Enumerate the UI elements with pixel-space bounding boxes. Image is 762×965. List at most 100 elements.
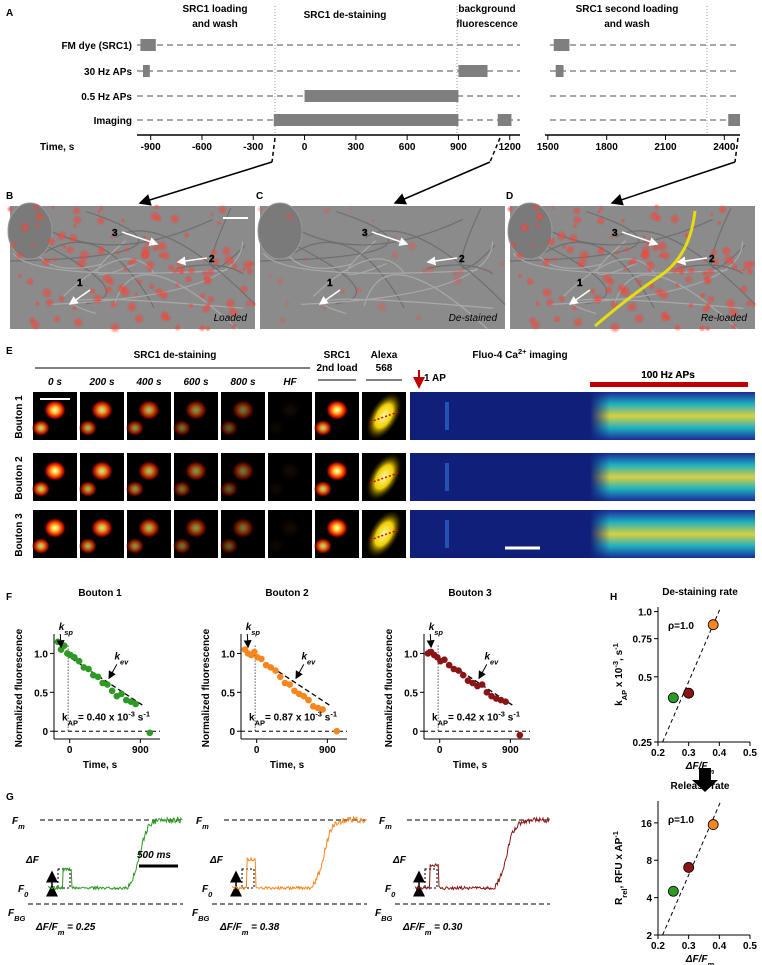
bouton-signal	[6, 205, 14, 213]
bouton-signal	[44, 400, 66, 420]
bouton-signal	[167, 263, 175, 272]
bouton-signal	[622, 266, 629, 272]
linescan-1ap	[445, 402, 449, 430]
bouton-signal	[370, 218, 376, 224]
bouton-signal	[541, 286, 553, 299]
level-label: FBG	[8, 908, 26, 923]
bouton-signal	[160, 310, 169, 319]
bouton-signal	[133, 291, 139, 297]
data-point	[75, 657, 83, 665]
pointer	[56, 633, 65, 649]
neurite	[322, 298, 494, 315]
panel-label: E	[6, 346, 13, 357]
data-point	[707, 619, 719, 631]
bouton-signal	[660, 250, 671, 261]
delta-label: ΔF	[209, 855, 224, 866]
bouton-signal	[71, 305, 78, 311]
bouton-signal	[184, 274, 194, 284]
panel-label: F	[6, 592, 12, 603]
rate-label: ksp	[59, 622, 74, 637]
data-point	[104, 681, 111, 688]
bouton-signal	[79, 420, 97, 436]
bouton-signal	[30, 242, 36, 248]
phase-label: and wash	[192, 19, 238, 30]
bouton-signal	[231, 263, 239, 271]
x-tick-label: 2400	[713, 142, 736, 153]
data-point	[707, 819, 719, 830]
bouton-signal	[739, 284, 749, 294]
ratio-label: ΔF/Fm = 0.38	[219, 922, 280, 937]
x-axis-label: Time, s	[270, 760, 305, 771]
bouton-signal	[515, 251, 524, 260]
y-tick-label: 0.25	[633, 738, 653, 749]
bouton-signal	[567, 232, 579, 244]
text-part: AP	[620, 690, 629, 700]
pointer	[676, 256, 708, 266]
bouton-signal	[609, 321, 621, 334]
ratio-label: ΔF/Fm = 0.25	[35, 922, 96, 937]
plot-title: Bouton 2	[265, 588, 309, 599]
neurite	[615, 230, 756, 305]
plot-title: Bouton 3	[448, 588, 492, 599]
bouton-signal	[241, 267, 246, 272]
cell-body	[257, 202, 303, 260]
delta-box	[424, 868, 438, 889]
text-part: k	[246, 622, 252, 633]
bouton-signal	[173, 538, 191, 554]
plot-title: De-staining rate	[662, 587, 738, 598]
bouton-signal	[532, 203, 541, 212]
arrow	[138, 161, 273, 206]
bouton-number: 3	[362, 228, 368, 239]
text-part: k	[62, 712, 68, 723]
linescan-1ap	[445, 520, 449, 548]
data-point	[459, 671, 467, 679]
data-point	[469, 679, 476, 687]
bouton-signal	[487, 269, 492, 274]
bouton-number: 3	[612, 228, 618, 239]
neurite	[363, 274, 488, 330]
bouton-signal	[211, 257, 221, 266]
protocol-bar	[140, 39, 156, 51]
bouton-signal	[148, 210, 161, 222]
y-tick-label: 0	[42, 727, 48, 738]
bouton-signal	[703, 275, 712, 284]
bouton-signal	[209, 248, 218, 257]
bouton-signal	[206, 294, 216, 304]
text-part: -1	[513, 709, 520, 718]
text-part: = 0.30	[431, 922, 462, 933]
level-label: Fm	[379, 816, 392, 831]
neurite	[510, 210, 640, 262]
fluorescence-trace	[47, 815, 183, 891]
x-axis-label: Time, s	[40, 142, 75, 153]
bouton-signal	[217, 204, 228, 215]
bouton-signal	[302, 256, 308, 263]
data-point	[258, 655, 265, 663]
text-part: -1	[330, 709, 337, 718]
text-part: k	[301, 652, 307, 663]
bouton-signal	[144, 259, 156, 271]
fluorescence-trace	[231, 815, 367, 891]
bouton-signal	[17, 273, 23, 279]
bouton-signal	[517, 273, 523, 279]
bouton-signal	[596, 209, 602, 214]
x-axis-label: ΔF/Fm	[685, 954, 715, 965]
ratio-label: ΔF/Fm = 0.30	[402, 922, 463, 937]
pointer	[68, 289, 91, 305]
data-point	[667, 885, 679, 897]
row-label: 30 Hz APs	[84, 67, 132, 78]
bouton-signal	[275, 277, 285, 287]
y-tick-label: 2	[646, 931, 652, 942]
text-part: -3	[315, 709, 322, 718]
bouton-signal	[530, 319, 542, 331]
protocol-bar	[273, 114, 459, 126]
bouton-signal	[41, 256, 52, 268]
bouton-signal	[651, 244, 660, 253]
reloaded-axon	[594, 210, 697, 328]
x-tick-label: 0.3	[682, 748, 696, 759]
bouton-signal	[198, 324, 206, 332]
bouton-signal	[173, 481, 191, 497]
y-tick-label: 0.5	[404, 688, 418, 699]
phase-label: SRC1 de-staining	[304, 10, 387, 21]
bouton-signal	[138, 461, 160, 481]
text-part: k	[249, 712, 255, 723]
